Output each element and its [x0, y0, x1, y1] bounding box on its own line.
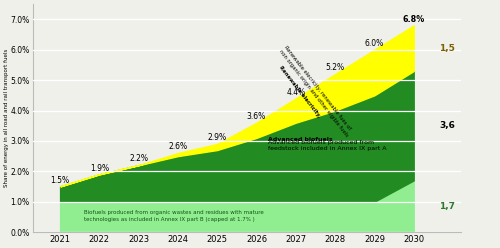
Text: 1.5%: 1.5%	[50, 176, 70, 185]
Text: 2.2%: 2.2%	[129, 155, 148, 163]
Text: 1,7: 1,7	[439, 202, 455, 211]
Text: Advanced biofuels produced from
feedstock included in Annex IX part A: Advanced biofuels produced from feedstoc…	[268, 140, 387, 151]
Text: 3.6%: 3.6%	[247, 112, 266, 121]
Text: 6.0%: 6.0%	[365, 39, 384, 48]
Text: Advanced biofuels: Advanced biofuels	[268, 137, 333, 143]
Text: 5.2%: 5.2%	[326, 63, 344, 72]
Text: 4.4%: 4.4%	[286, 88, 306, 96]
Text: 6.8%: 6.8%	[402, 15, 425, 24]
Text: 1.9%: 1.9%	[90, 163, 109, 173]
Text: Biofuels produced from organic wastes and residues with mature
technologies as i: Biofuels produced from organic wastes an…	[84, 210, 264, 222]
Text: 3,6: 3,6	[439, 121, 455, 130]
Text: Renewable elecricity,: Renewable elecricity,	[278, 65, 322, 119]
Text: 2.6%: 2.6%	[168, 142, 188, 151]
Text: 1,5: 1,5	[439, 44, 455, 53]
Text: 2.9%: 2.9%	[208, 133, 227, 142]
Text: Renewable elecricity, renewable fues of
non organic origin and other elgible fue: Renewable elecricity, renewable fues of …	[278, 45, 354, 138]
Y-axis label: Share of energy in all road and rail transport fuels: Share of energy in all road and rail tra…	[4, 49, 9, 187]
